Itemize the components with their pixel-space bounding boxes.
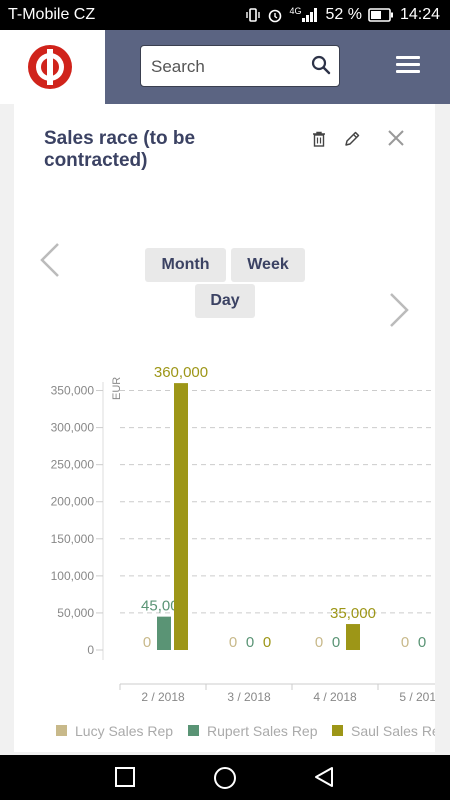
legend-swatch (188, 725, 199, 736)
data-label: 0 (401, 634, 409, 651)
app-header (0, 30, 450, 104)
data-label: 0 (418, 634, 426, 651)
x-tick-label: 5 / 2018 (399, 690, 435, 704)
period-month-button[interactable]: Month (145, 248, 226, 282)
app-logo (28, 45, 72, 89)
data-label: 0 (143, 634, 151, 651)
data-label: 0 (315, 634, 323, 651)
recent-apps-icon[interactable] (114, 766, 136, 788)
sales-bar-chart: EUR 0 50,000 100,000 150,000 200,000 250,000 30… (51, 364, 435, 739)
search-input[interactable] (149, 55, 303, 79)
y-tick-label: 200,000 (51, 495, 95, 509)
y-tick-label: 100,000 (51, 569, 95, 583)
edit-pencil-icon[interactable] (344, 131, 360, 147)
x-tick-label: 3 / 2018 (227, 690, 271, 704)
legend-swatch (56, 725, 67, 736)
clock: 14:24 (399, 6, 440, 23)
battery-icon (368, 8, 393, 22)
legend-label: Lucy Sales Rep (75, 723, 173, 739)
alarm-icon (269, 9, 282, 23)
y-tick-label: 350,000 (51, 384, 95, 398)
network-type: 4G (289, 6, 302, 16)
bar (157, 616, 171, 650)
period-week-button[interactable]: Week (231, 248, 305, 282)
y-axis-label: EUR (111, 377, 123, 400)
search-box (140, 45, 340, 87)
battery-percent: 52 % (325, 6, 362, 23)
data-label: 35,000 (330, 605, 376, 622)
next-arrow-icon[interactable] (388, 292, 410, 328)
y-tick-label: 0 (87, 643, 94, 657)
legend-swatch (332, 725, 343, 736)
x-tick-label: 4 / 2018 (313, 690, 357, 704)
previous-arrow-icon[interactable] (39, 242, 61, 278)
trash-icon[interactable] (312, 131, 326, 147)
y-tick-label: 50,000 (57, 606, 94, 620)
vibrate-icon (246, 8, 261, 22)
close-icon[interactable] (386, 128, 406, 148)
x-tick-label: 2 / 2018 (141, 690, 185, 704)
legend-label: Saul Sales Rep (351, 723, 435, 739)
data-label: 0 (246, 634, 254, 651)
y-tick-label: 150,000 (51, 532, 95, 546)
y-tick-label: 250,000 (51, 458, 95, 472)
search-icon[interactable] (311, 55, 331, 75)
carrier-name: T-Mobile CZ (8, 6, 96, 23)
status-icons: 4G 52 % 14:24 (245, 6, 440, 24)
android-nav-bar (0, 755, 450, 800)
legend-label: Rupert Sales Rep (207, 723, 318, 739)
card-title: Sales race (to be contracted) (44, 128, 196, 171)
hamburger-menu-icon[interactable] (396, 56, 420, 76)
bar (174, 383, 188, 650)
sales-race-card: Sales race (to be contracted) Month Week… (14, 104, 435, 752)
home-icon[interactable] (213, 766, 237, 790)
bar (346, 624, 360, 650)
signal-icon (302, 8, 318, 22)
data-label: 0 (229, 634, 237, 651)
logo-area[interactable] (0, 30, 105, 104)
period-day-button[interactable]: Day (195, 284, 255, 318)
data-label: 360,000 (154, 364, 208, 381)
status-bar: T-Mobile CZ 4G 52 % 14:24 (0, 0, 450, 30)
y-tick-label: 300,000 (51, 421, 95, 435)
data-label: 0 (263, 634, 271, 651)
data-label: 0 (332, 634, 340, 651)
back-icon[interactable] (313, 766, 335, 788)
